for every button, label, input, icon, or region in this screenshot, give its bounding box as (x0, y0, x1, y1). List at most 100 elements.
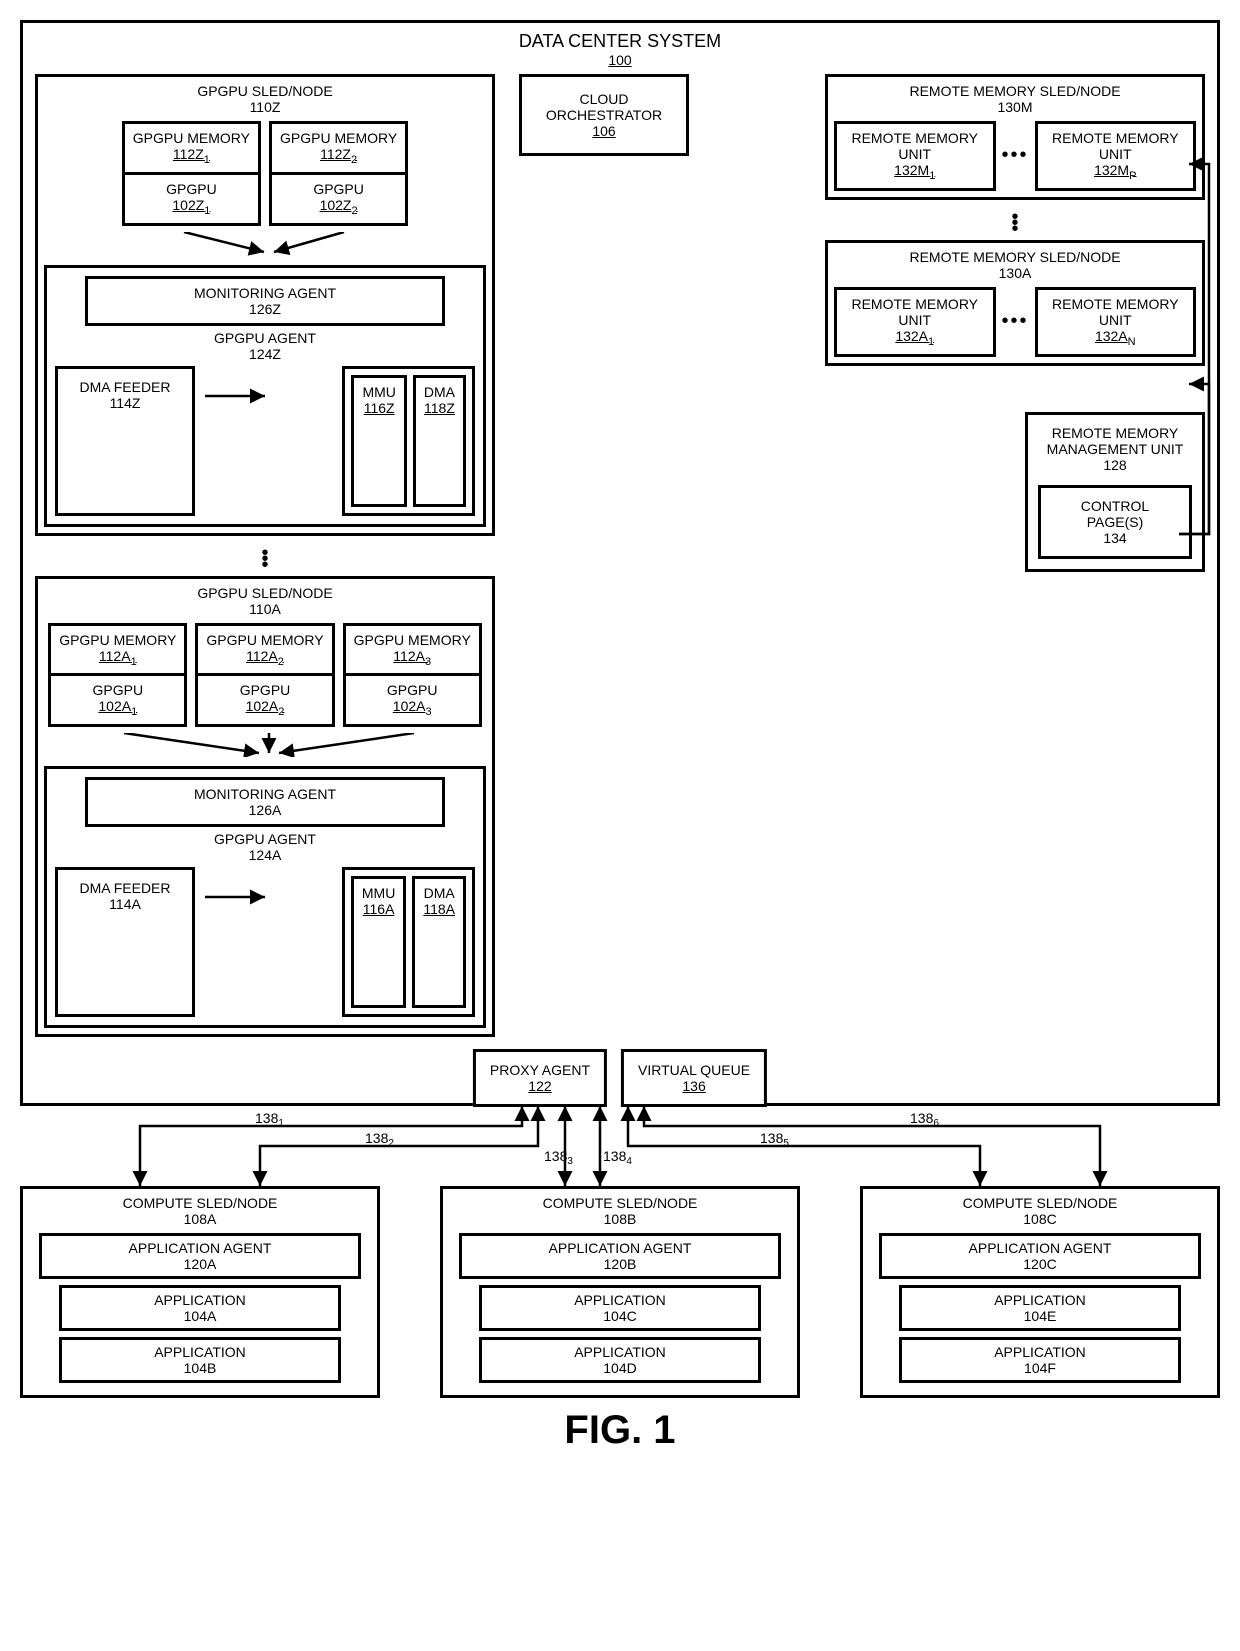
dma-ref: 118Z (424, 400, 455, 416)
rmu-label: REMOTE MEMORY UNIT (1052, 296, 1179, 328)
proxy-agent: PROXY AGENT 122 (473, 1049, 607, 1107)
dma-feeder-ref: 114A (109, 896, 141, 912)
control-pages-ref: 134 (1103, 530, 1126, 546)
gpgpu-sled-z-title: GPGPU SLED/NODE (197, 83, 332, 99)
proxy-ref: 122 (528, 1078, 551, 1094)
gpgpu-unit: GPGPU MEMORY112Z1 GPGPU102Z1 (122, 121, 261, 226)
app-agent-label: APPLICATION AGENT (129, 1240, 272, 1256)
gpu-sub: 3 (425, 706, 431, 718)
arrows-to-monitor-icon (44, 232, 486, 256)
gpgpu-sled-z: GPGPU SLED/NODE 110Z GPGPU MEMORY112Z1 G… (35, 74, 495, 536)
remote-sled-ref: 130A (999, 265, 1032, 281)
cloud-orchestrator: CLOUD ORCHESTRATOR 106 (519, 74, 689, 156)
mmu-label: MMU (362, 384, 395, 400)
rmu-label: REMOTE MEMORY UNIT (1052, 130, 1179, 162)
gpgpu-column: GPGPU SLED/NODE 110Z GPGPU MEMORY112Z1 G… (35, 74, 495, 1043)
rmm-ref: 128 (1103, 457, 1126, 473)
bottom-area: 1381 1382 1383 1384 1385 1386 COMPUTE SL… (20, 1106, 1220, 1453)
gpu-sub: 1 (131, 706, 137, 718)
middle-column: CLOUD ORCHESTRATOR 106 (509, 74, 689, 156)
mem-label: GPGPU MEMORY (133, 130, 250, 146)
dma-ref: 118A (423, 901, 455, 917)
rmu-ref: 132A (1095, 328, 1128, 344)
mem-ref: 112Z (173, 146, 204, 162)
gpgpu-sled-a: GPGPU SLED/NODE 110A GPGPU MEMORY112A1 G… (35, 576, 495, 1038)
agent-label: GPGPU AGENT (214, 831, 316, 847)
dma-label: DMA (424, 384, 455, 400)
dma-feeder-ref: 114Z (110, 395, 141, 411)
dma-feeder-a: DMA FEEDER 114A (55, 867, 195, 1017)
dma-label: DMA (424, 885, 455, 901)
monitor-ref: 126A (249, 802, 282, 818)
arrows-to-monitor-icon (44, 733, 486, 757)
gpu-ref: 102A (393, 698, 426, 714)
monitor-ref: 126Z (249, 301, 281, 317)
rmu-sub: P (1129, 170, 1136, 182)
remote-sled-ref: 130M (997, 99, 1032, 115)
app-ref: 104E (1024, 1308, 1057, 1324)
mem-label: GPGPU MEMORY (280, 130, 397, 146)
remote-sled-title: REMOTE MEMORY SLED/NODE (909, 249, 1120, 265)
system-ref: 100 (608, 52, 631, 68)
mem-ref: 112Z (320, 146, 351, 162)
horizontal-ellipsis-icon: ••• (1002, 310, 1029, 333)
system-title-text: DATA CENTER SYSTEM (519, 31, 721, 51)
app-label: APPLICATION (154, 1292, 246, 1308)
app-label: APPLICATION (574, 1344, 666, 1360)
gpgpu-sled-a-title: GPGPU SLED/NODE (197, 585, 332, 601)
rmu-sub: 1 (929, 170, 935, 182)
gpu-sub: 1 (204, 205, 210, 217)
svg-text:1383: 1383 (544, 1148, 573, 1167)
app-agent-ref: 120A (184, 1256, 217, 1272)
mem-sub: 2 (351, 154, 357, 166)
app-label: APPLICATION (994, 1344, 1086, 1360)
compute-sled-b: COMPUTE SLED/NODE108B APPLICATION AGENT1… (440, 1186, 800, 1398)
dma-feeder-z: DMA FEEDER 114Z (55, 366, 195, 516)
gpgpu-unit: GPGPU MEMORY112A3 GPGPU102A3 (343, 623, 482, 728)
app-agent-ref: 120B (604, 1256, 637, 1272)
rmu-sub: N (1128, 336, 1136, 348)
gpu-label: GPGPU (313, 181, 364, 197)
mmu-dma-container: MMU116A DMA118A (342, 867, 475, 1017)
proxy-row: PROXY AGENT 122 VIRTUAL QUEUE 136 (473, 1049, 767, 1107)
vqueue-label: VIRTUAL QUEUE (638, 1062, 750, 1078)
monitor-label: MONITORING AGENT (194, 285, 336, 301)
app-ref: 104A (184, 1308, 217, 1324)
gpu-sub: 2 (278, 706, 284, 718)
vertical-ellipsis-icon: ••• (825, 214, 1205, 232)
gpgpu-sled-z-ref: 110Z (250, 99, 281, 115)
gpu-label: GPGPU (93, 682, 144, 698)
rmu-ref: 132M (894, 162, 929, 178)
figure-label: FIG. 1 (20, 1408, 1220, 1453)
gpu-label: GPGPU (387, 682, 438, 698)
agent-label: GPGPU AGENT (214, 330, 316, 346)
gpu-label: GPGPU (240, 682, 291, 698)
cloud-orch-ref: 106 (592, 123, 615, 139)
compute-title: COMPUTE SLED/NODE (123, 1195, 278, 1211)
arrow-right-icon (205, 366, 332, 516)
compute-ref: 108C (1023, 1211, 1056, 1227)
mem-label: GPGPU MEMORY (59, 632, 176, 648)
control-pages-label: CONTROL PAGE(S) (1081, 498, 1149, 530)
mem-label: GPGPU MEMORY (354, 632, 471, 648)
mem-sub: 1 (204, 154, 210, 166)
gpgpu-agent-z: MONITORING AGENT 126Z GPGPU AGENT 124Z D… (44, 265, 486, 527)
gpgpu-unit: GPGPU MEMORY112A2 GPGPU102A2 (195, 623, 334, 728)
remote-sled-m: REMOTE MEMORY SLED/NODE 130M REMOTE MEMO… (825, 74, 1205, 200)
remote-sled-a: REMOTE MEMORY SLED/NODE 130A REMOTE MEMO… (825, 240, 1205, 366)
gpu-sub: 2 (352, 205, 358, 217)
mem-label: GPGPU MEMORY (206, 632, 323, 648)
gpgpu-unit: GPGPU MEMORY112Z2 GPGPU102Z2 (269, 121, 408, 226)
app-ref: 104D (603, 1360, 636, 1376)
app-agent-ref: 120C (1023, 1256, 1056, 1272)
system-title: DATA CENTER SYSTEM 100 (35, 31, 1205, 68)
gpu-ref: 102A (98, 698, 131, 714)
monitor-label: MONITORING AGENT (194, 786, 336, 802)
gpu-ref: 102A (246, 698, 279, 714)
proxy-connections-icon: 1381 1382 1383 1384 1385 1386 (20, 1106, 1220, 1186)
gpgpu-agent-a: MONITORING AGENT 126A GPGPU AGENT 124A D… (44, 766, 486, 1028)
rmu-label: REMOTE MEMORY UNIT (851, 296, 978, 328)
mem-sub: 1 (131, 655, 137, 667)
vertical-ellipsis-icon: ••• (35, 550, 495, 568)
proxy-label: PROXY AGENT (490, 1062, 590, 1078)
